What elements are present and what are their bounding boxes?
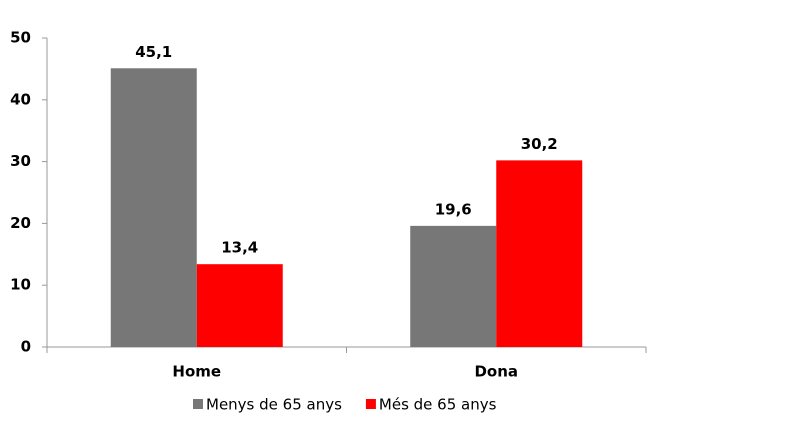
legend-swatch bbox=[193, 399, 203, 409]
legend-label: Menys de 65 anys bbox=[206, 396, 342, 414]
x-tick-label: Dona bbox=[474, 363, 518, 381]
value-label: 19,6 bbox=[435, 200, 472, 218]
value-label: 45,1 bbox=[135, 43, 172, 61]
y-tick-label: 10 bbox=[10, 276, 31, 294]
bar bbox=[410, 225, 497, 347]
x-tick-label: Home bbox=[172, 363, 221, 381]
y-tick-label: 50 bbox=[10, 29, 31, 47]
bar bbox=[110, 68, 197, 348]
bar bbox=[196, 264, 283, 347]
y-tick-label: 0 bbox=[21, 338, 31, 356]
value-label: 30,2 bbox=[521, 135, 558, 153]
y-tick-label: 40 bbox=[10, 90, 31, 108]
y-tick-label: 20 bbox=[10, 214, 31, 232]
bar bbox=[496, 160, 583, 347]
legend-swatch bbox=[365, 399, 376, 409]
legend-label: Més de 65 anys bbox=[379, 396, 497, 414]
value-label: 13,4 bbox=[221, 239, 258, 257]
y-tick-label: 30 bbox=[10, 152, 31, 170]
